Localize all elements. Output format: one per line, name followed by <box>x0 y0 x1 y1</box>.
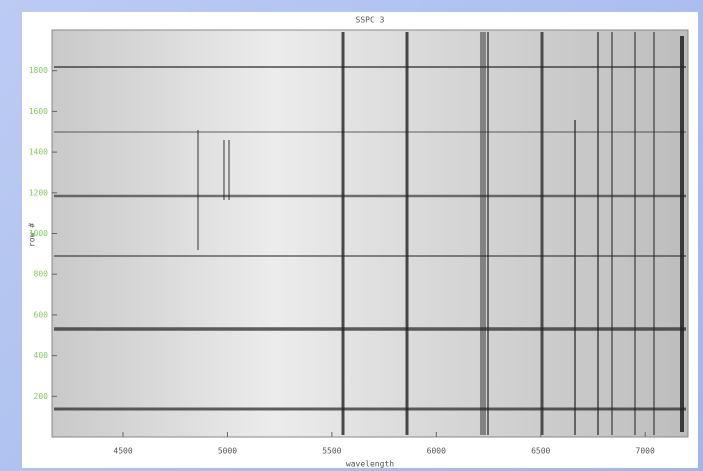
y-tick-label: 800 <box>34 270 49 279</box>
y-tick-label: 200 <box>34 392 49 401</box>
y-tick-label: 1400 <box>29 148 48 157</box>
x-tick-label: 5000 <box>218 447 237 456</box>
x-tick-label: 6000 <box>427 447 446 456</box>
y-tick-label: 1200 <box>29 188 48 197</box>
y-tick-label: 1600 <box>29 107 48 116</box>
y-axis-label: row # <box>28 223 37 247</box>
x-tick-label: 6500 <box>531 447 550 456</box>
x-axis-label: wavelength <box>346 460 394 469</box>
y-tick-label: 400 <box>34 351 49 360</box>
x-tick-label: 5500 <box>322 447 341 456</box>
spectrum-lines <box>54 32 686 435</box>
y-tick-label: 1800 <box>29 66 48 75</box>
y-tick-label: 600 <box>34 310 49 319</box>
x-tick-label: 4500 <box>113 447 132 456</box>
chart-title: SSPC 3 <box>356 16 385 25</box>
x-tick-label: 7000 <box>636 447 655 456</box>
plot-area <box>51 29 689 438</box>
y-tick-label: 1000 <box>29 229 48 238</box>
